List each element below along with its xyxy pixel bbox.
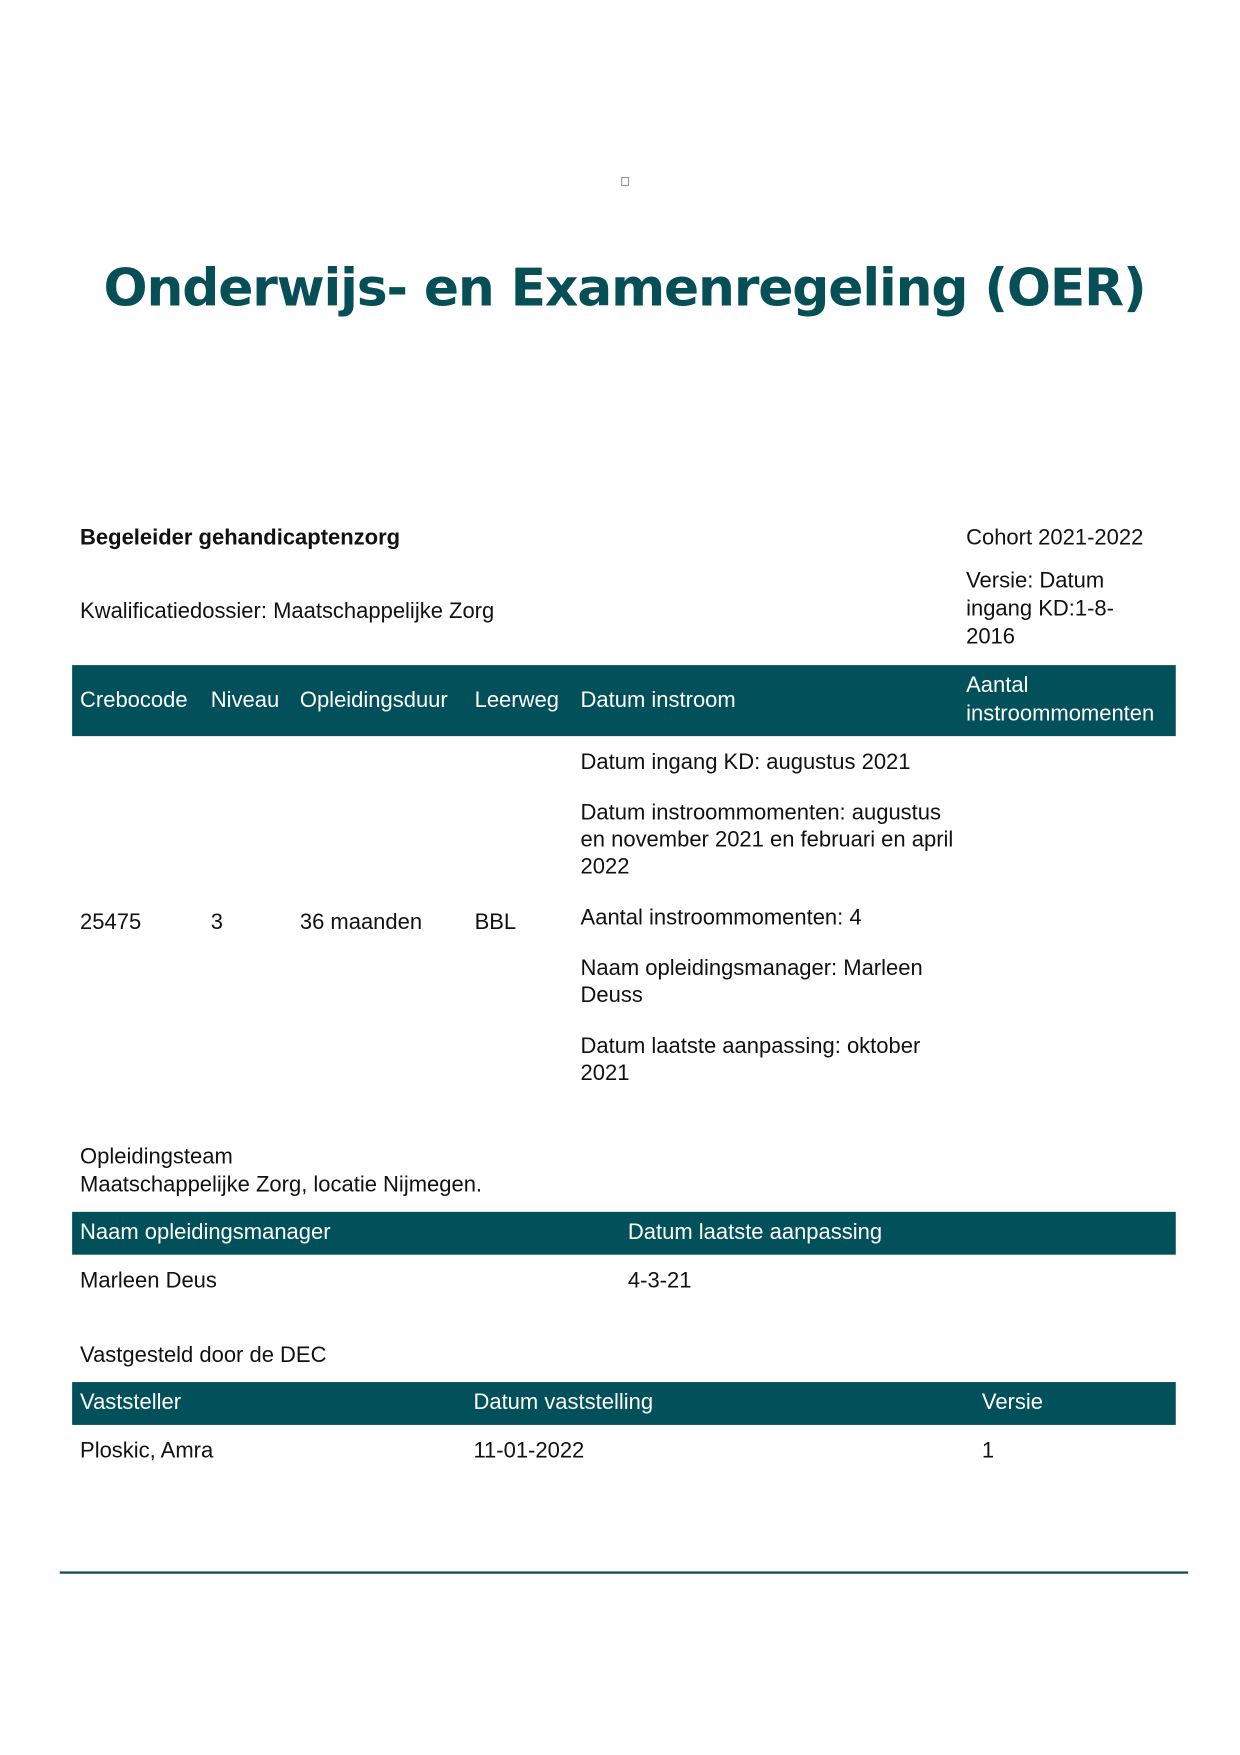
header-aantal: Aantal instroommomenten <box>966 672 1155 726</box>
manager-table-header: Naam opleidingsmanager Datum laatste aan… <box>72 1211 1176 1255</box>
header-datum-laatste-aanpassing: Datum laatste aanpassing <box>627 1219 883 1245</box>
cell-leerweg: BBL <box>474 909 517 935</box>
cohort: Cohort 2021-2022 <box>966 525 1144 551</box>
cell-manager-name: Marleen Deus <box>80 1268 217 1294</box>
header-crebocode: Crebocode <box>80 687 188 713</box>
header-datum-instroom: Datum instroom <box>580 687 736 713</box>
cell-datum-instroom: Datum ingang KD: augustus 2021 Datum ins… <box>581 749 959 1111</box>
team-label: Opleidingsteam <box>80 1144 233 1170</box>
cell-versie: 1 <box>981 1438 995 1464</box>
header-opleidingsduur: Opleidingsduur <box>299 687 448 713</box>
header-leerweg: Leerweg <box>474 687 559 713</box>
cell-niveau: 3 <box>210 909 224 935</box>
cell-crebocode: 25475 <box>80 909 142 935</box>
naam-opleidingsmanager: Naam opleidingsmanager: Marleen Deuss <box>580 955 923 1008</box>
header-niveau: Niveau <box>210 687 280 713</box>
main-table-header: Crebocode Niveau Opleidingsduur Leerweg … <box>72 665 1176 737</box>
header-datum-vaststelling: Datum vaststelling <box>473 1389 654 1415</box>
dec-label: Vastgesteld door de DEC <box>80 1342 327 1368</box>
kwalificatiedossier: Kwalificatiedossier: Maatschappelijke Zo… <box>80 598 495 624</box>
page-title: Onderwijs- en Examenregeling (OER) <box>103 257 1146 318</box>
cell-manager-date: 4-3-21 <box>627 1268 692 1294</box>
cell-vaststeller: Ploskic, Amra <box>80 1438 214 1464</box>
dec-table-header: Vaststeller Datum vaststelling Versie <box>72 1382 1176 1425</box>
header-versie: Versie <box>981 1389 1043 1415</box>
datum-laatste-aanpassing: Datum laatste aanpassing: oktober 2021 <box>580 1033 921 1086</box>
versie: Versie: Datum ingang KD:1-8-2016 <box>966 568 1114 650</box>
datum-ingang-kd: Datum ingang KD: augustus 2021 <box>580 749 911 775</box>
footer-divider <box>59 1571 1189 1574</box>
aantal-instroommomenten: Aantal instroommomenten: 4 <box>580 905 862 931</box>
cell-datum-vaststelling: 11-01-2022 <box>473 1438 585 1464</box>
program-name: Begeleider gehandicaptenzorg <box>80 525 401 551</box>
team-location: Maatschappelijke Zorg, locatie Nijmegen. <box>80 1172 483 1198</box>
header-vaststeller: Vaststeller <box>80 1389 182 1415</box>
datum-instroommomenten: Datum instroommomenten: augustus en nove… <box>580 800 954 880</box>
placeholder-glyph <box>621 176 630 187</box>
cell-opleidingsduur: 36 maanden <box>299 909 423 935</box>
header-naam-opleidingsmanager: Naam opleidingsmanager <box>80 1219 331 1245</box>
opleidingsteam: Opleidingsteam Maatschappelijke Zorg, lo… <box>80 1143 482 1199</box>
